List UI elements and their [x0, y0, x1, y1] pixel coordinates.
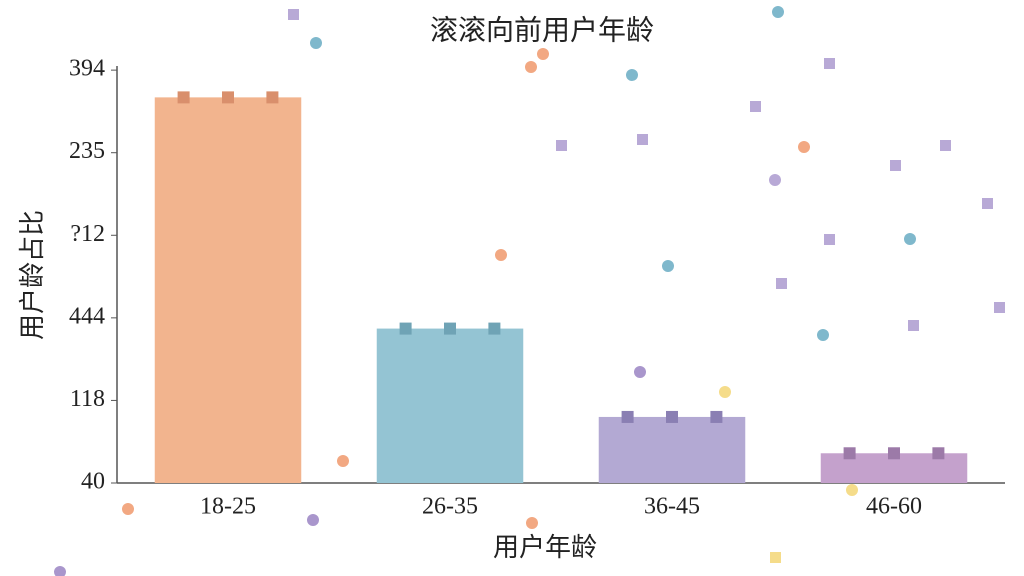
bar-marker	[843, 447, 856, 460]
y-tick-label: ?12	[70, 221, 105, 247]
chart-title: 滚滚向前用户年龄	[430, 14, 654, 46]
x-tick-label: 36-45	[644, 494, 700, 520]
bar	[598, 416, 746, 483]
bar-marker	[399, 322, 412, 335]
bar-marker	[488, 322, 501, 335]
bar-marker	[621, 410, 634, 423]
bar-marker	[888, 447, 900, 460]
y-tick-label: 40	[81, 469, 105, 495]
bar-marker	[222, 91, 234, 104]
bar-marker	[266, 91, 279, 104]
bar-marker	[444, 322, 456, 335]
x-tick-label: 46-60	[866, 494, 922, 520]
bar	[376, 328, 524, 483]
y-tick-label: 444	[69, 303, 105, 329]
bar	[154, 97, 302, 483]
y-tick-label: 394	[69, 56, 105, 82]
y-axis-label: 用户龄占比	[18, 210, 47, 340]
y-tick-label: 235	[69, 138, 105, 164]
y-tick-label: 118	[70, 386, 105, 412]
x-tick-label: 26-35	[422, 494, 478, 520]
bar-marker	[710, 410, 723, 423]
x-axis-label: 用户年龄	[493, 533, 597, 562]
bar-marker	[666, 410, 678, 423]
bar-marker	[932, 447, 945, 460]
x-tick-label: 18-25	[200, 494, 256, 520]
bar-marker	[177, 91, 190, 104]
